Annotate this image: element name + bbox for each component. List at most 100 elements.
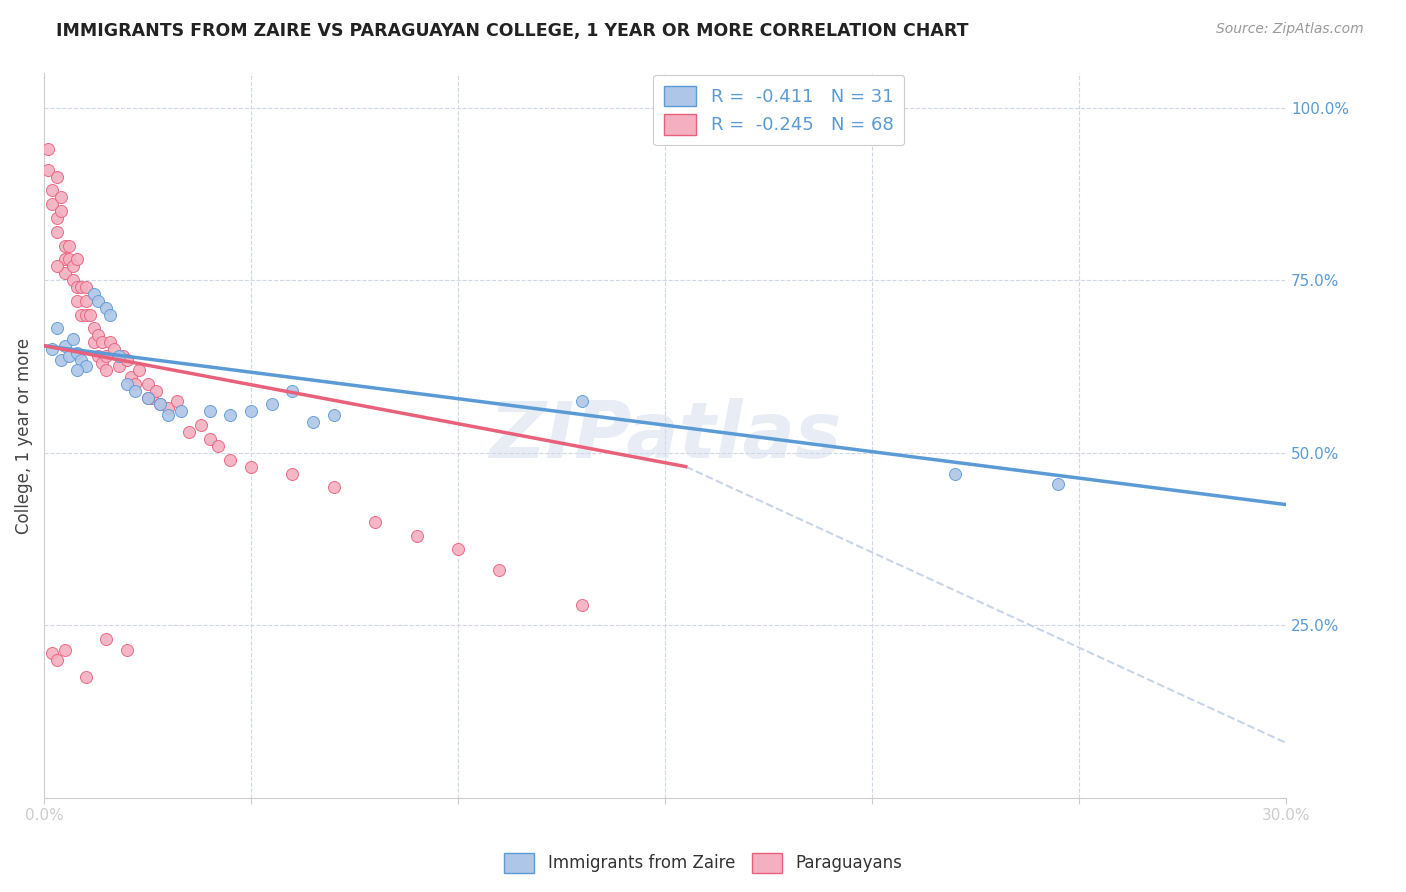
Point <box>75 670 97 684</box>
Point <box>53 252 76 267</box>
Point <box>281 384 304 398</box>
Point <box>70 308 93 322</box>
Point <box>45 260 67 274</box>
Point <box>45 321 67 335</box>
Point <box>37 142 59 156</box>
Point <box>53 339 76 353</box>
Point <box>45 169 67 184</box>
Point <box>70 280 93 294</box>
Point <box>96 363 118 377</box>
Point <box>83 335 105 350</box>
Point <box>66 345 89 359</box>
Point <box>149 397 172 411</box>
Point <box>58 252 80 267</box>
Point <box>62 332 84 346</box>
Point <box>70 352 93 367</box>
Point <box>240 459 263 474</box>
Text: ZIPatlas: ZIPatlas <box>489 398 841 474</box>
Point <box>83 287 105 301</box>
Point <box>83 321 105 335</box>
Point <box>98 335 121 350</box>
Text: Source: ZipAtlas.com: Source: ZipAtlas.com <box>1216 22 1364 37</box>
Point <box>66 293 89 308</box>
Legend: Immigrants from Zaire, Paraguayans: Immigrants from Zaire, Paraguayans <box>498 847 908 880</box>
Y-axis label: College, 1 year or more: College, 1 year or more <box>15 337 32 533</box>
Point <box>571 598 593 612</box>
Point <box>53 266 76 280</box>
Point <box>198 432 221 446</box>
Point <box>41 183 63 197</box>
Point <box>943 467 966 481</box>
Point <box>115 376 138 391</box>
Point <box>53 238 76 252</box>
Point <box>75 280 97 294</box>
Point <box>45 211 67 225</box>
Point <box>207 439 229 453</box>
Point <box>170 404 193 418</box>
Point <box>62 260 84 274</box>
Point <box>49 190 72 204</box>
Point <box>66 363 89 377</box>
Point <box>96 301 118 315</box>
Point <box>87 328 110 343</box>
Point <box>62 273 84 287</box>
Point <box>58 349 80 363</box>
Point <box>177 425 200 439</box>
Point <box>136 376 159 391</box>
Point <box>571 394 593 409</box>
Point <box>120 369 142 384</box>
Point <box>37 162 59 177</box>
Point <box>115 352 138 367</box>
Point <box>41 646 63 660</box>
Point <box>66 280 89 294</box>
Point <box>87 349 110 363</box>
Point <box>45 225 67 239</box>
Point <box>75 308 97 322</box>
Point <box>302 415 325 429</box>
Point <box>190 418 212 433</box>
Point <box>66 252 89 267</box>
Point <box>107 349 129 363</box>
Point <box>58 238 80 252</box>
Point <box>75 293 97 308</box>
Text: IMMIGRANTS FROM ZAIRE VS PARAGUAYAN COLLEGE, 1 YEAR OR MORE CORRELATION CHART: IMMIGRANTS FROM ZAIRE VS PARAGUAYAN COLL… <box>56 22 969 40</box>
Point <box>145 384 167 398</box>
Point <box>260 397 283 411</box>
Point <box>322 480 344 494</box>
Point <box>96 349 118 363</box>
Point <box>447 542 470 557</box>
Point <box>124 376 146 391</box>
Point <box>79 308 101 322</box>
Legend: R =  -0.411   N = 31, R =  -0.245   N = 68: R = -0.411 N = 31, R = -0.245 N = 68 <box>652 75 904 145</box>
Point <box>49 204 72 219</box>
Point <box>107 359 129 374</box>
Point <box>98 308 121 322</box>
Point <box>166 394 188 409</box>
Point <box>41 197 63 211</box>
Point <box>322 408 344 422</box>
Point <box>240 404 263 418</box>
Point <box>115 642 138 657</box>
Point <box>136 391 159 405</box>
Point <box>219 408 242 422</box>
Point <box>124 384 146 398</box>
Point <box>141 391 163 405</box>
Point <box>149 397 172 411</box>
Point <box>96 632 118 647</box>
Point <box>91 335 114 350</box>
Point <box>219 452 242 467</box>
Point <box>198 404 221 418</box>
Point <box>87 293 110 308</box>
Point <box>364 515 387 529</box>
Point <box>49 352 72 367</box>
Point <box>136 391 159 405</box>
Point <box>75 359 97 374</box>
Point <box>157 401 180 415</box>
Point <box>53 642 76 657</box>
Point <box>405 529 427 543</box>
Point <box>45 653 67 667</box>
Point <box>157 408 180 422</box>
Point <box>91 356 114 370</box>
Point <box>41 342 63 356</box>
Point <box>1047 476 1070 491</box>
